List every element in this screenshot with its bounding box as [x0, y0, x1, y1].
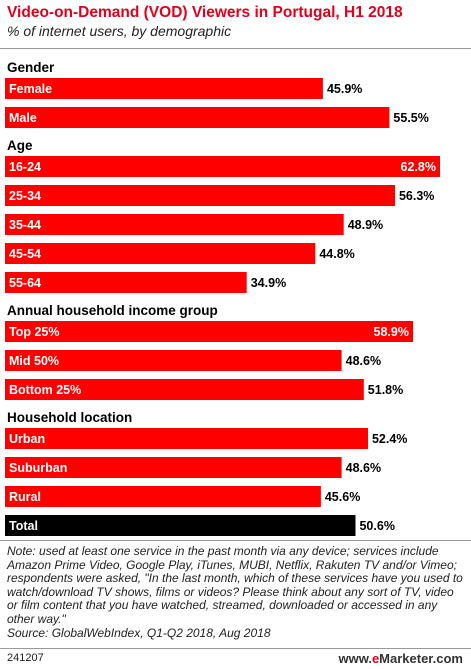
source-text: Source: GlobalWebIndex, Q1-Q2 2018, Aug … [7, 625, 271, 640]
brand-suffix: Marketer.com [379, 651, 463, 666]
bar-category-label: Urban [9, 432, 45, 446]
footer-divider [0, 648, 471, 649]
data-label: 55.5% [393, 111, 428, 125]
data-label: 56.3% [399, 189, 434, 203]
data-label: 51.8% [368, 383, 403, 397]
bar [5, 272, 247, 293]
group-heading: Gender [7, 60, 55, 75]
bar-category-label: Total [9, 519, 38, 533]
bar [5, 486, 321, 507]
bar [5, 78, 323, 99]
data-label: 44.8% [319, 247, 354, 261]
data-label: 50.6% [359, 519, 394, 533]
bar [5, 156, 440, 177]
bar-category-label: 16-24 [9, 160, 41, 174]
bar-category-label: 35-44 [9, 218, 41, 232]
bar-category-label: Top 25% [9, 325, 59, 339]
data-label: 58.9% [374, 325, 409, 339]
bar [5, 321, 413, 342]
brand-prefix: www. [338, 651, 372, 666]
bar-category-label: Suburban [9, 461, 67, 475]
note-text: Note: used at least one service in the p… [7, 544, 463, 626]
data-label: 48.6% [346, 461, 381, 475]
bar [5, 379, 364, 400]
bar [5, 185, 395, 206]
data-label: 34.9% [251, 276, 286, 290]
bar-category-label: 25-34 [9, 189, 41, 203]
data-label: 48.9% [348, 218, 383, 232]
bar [5, 243, 316, 264]
chart-subtitle: % of internet users, by demographic [7, 23, 232, 39]
bar-category-label: Bottom 25% [9, 383, 81, 397]
data-label: 62.8% [401, 160, 436, 174]
bar-category-label: Male [9, 111, 37, 125]
bar [5, 428, 368, 449]
group-heading: Age [7, 138, 33, 153]
data-label: 52.4% [372, 432, 407, 446]
chart-id: 241207 [7, 652, 44, 664]
bar [5, 350, 342, 371]
bar [5, 457, 342, 478]
chart-note: Note: used at least one service in the p… [7, 544, 467, 640]
data-label: 45.6% [325, 490, 360, 504]
bottom-divider [0, 540, 471, 541]
bar [5, 214, 344, 235]
bar-category-label: 45-54 [9, 247, 41, 261]
bar [5, 515, 356, 536]
bar-category-label: Rural [9, 490, 41, 504]
group-heading: Annual household income group [7, 303, 218, 318]
chart-title: Video-on-Demand (VOD) Viewers in Portuga… [7, 4, 403, 21]
group-heading: Household location [7, 410, 132, 425]
data-label: 45.9% [327, 82, 362, 96]
bar-category-label: 55-64 [9, 276, 41, 290]
top-divider [0, 48, 471, 49]
bar-category-label: Mid 50% [9, 354, 59, 368]
bar-category-label: Female [9, 82, 52, 96]
bar [5, 107, 390, 128]
data-label: 48.6% [346, 354, 381, 368]
emarketer-logo: www.eMarketer.com [338, 651, 463, 666]
brand-e: e [371, 651, 380, 666]
